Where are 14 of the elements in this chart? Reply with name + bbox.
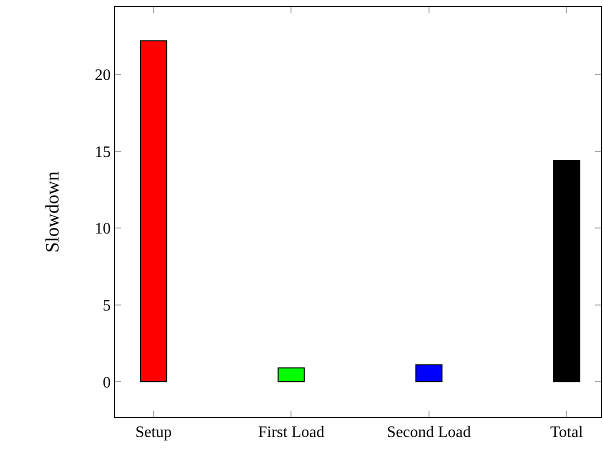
bar bbox=[140, 40, 168, 382]
bar bbox=[278, 367, 305, 382]
x-tick-label: Second Load bbox=[386, 424, 471, 442]
x-tick-label: First Load bbox=[258, 424, 324, 442]
y-tick-label: 0 bbox=[102, 374, 111, 392]
y-tick-label: 15 bbox=[94, 144, 111, 161]
x-tick-label: Setup bbox=[135, 424, 172, 442]
bar bbox=[415, 364, 442, 382]
bar bbox=[553, 160, 580, 382]
x-tick-label: Total bbox=[550, 424, 584, 442]
y-tick-label: 20 bbox=[94, 67, 111, 84]
y-axis-title: Slowdown bbox=[42, 170, 64, 253]
y-tick-label: 10 bbox=[94, 220, 111, 238]
y-tick-label: 5 bbox=[102, 298, 111, 314]
